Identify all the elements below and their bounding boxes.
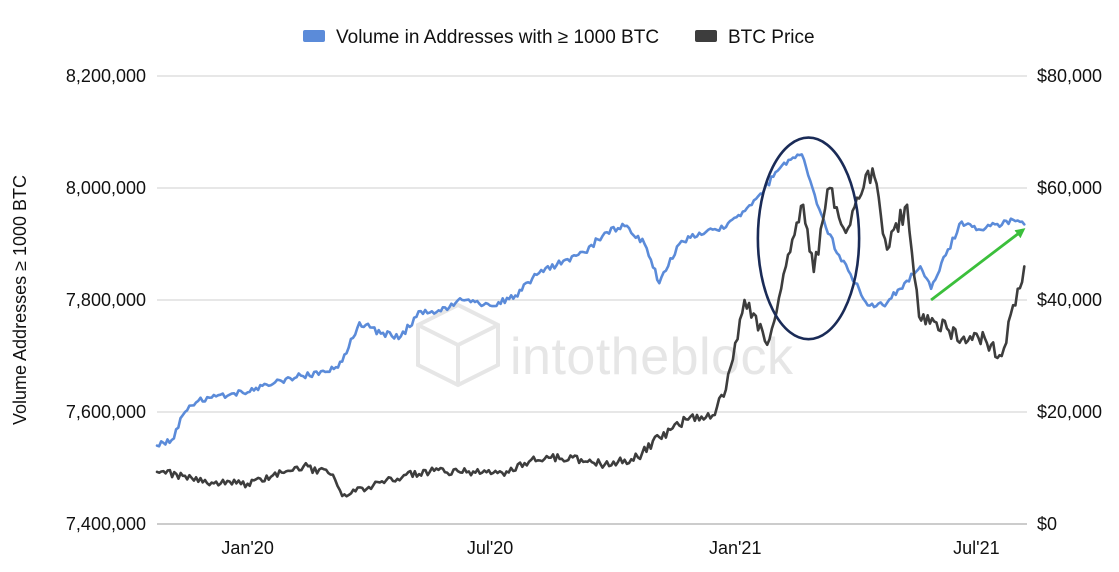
legend-label-volume: Volume in Addresses with ≥ 1000 BTC [336,27,659,48]
legend-swatch-volume [303,30,325,42]
y-right-tick-label: $0 [1037,514,1057,534]
series-line-volume [155,153,1026,448]
series-layer [155,153,1026,498]
y-left-tick-label: 7,800,000 [66,290,146,310]
series-line-btc-price [155,167,1026,498]
y-right-tick-label: $80,000 [1037,66,1102,86]
x-tick-label: Jan'20 [221,538,273,558]
watermark: intotheblock [416,302,794,388]
y-right-tick-label: $60,000 [1037,178,1102,198]
y-left-axis-title: Volume Addresses ≥ 1000 BTC [10,175,30,425]
y-left-tick-label: 8,200,000 [66,66,146,86]
highlight-ellipse [756,136,861,341]
y-right-tick-label: $20,000 [1037,402,1102,422]
gridlines [157,75,1027,525]
legend-item-price[interactable]: BTC Price [695,27,815,48]
legend-swatch-price [695,30,717,42]
x-tick-label: Jul'21 [953,538,999,558]
x-tick-label: Jul'20 [467,538,513,558]
y-left-tick-label: 7,600,000 [66,402,146,422]
legend-item-volume[interactable]: Volume in Addresses with ≥ 1000 BTC [303,27,659,48]
annotation-layer [756,136,1026,341]
watermark-logo-icon [416,302,500,388]
y-left-tick-label: 8,000,000 [66,178,146,198]
y-left-tick-label: 7,400,000 [66,514,146,534]
y-right-tick-label: $40,000 [1037,290,1102,310]
legend: Volume in Addresses with ≥ 1000 BTC BTC … [303,27,815,48]
legend-label-price: BTC Price [728,27,815,48]
axis-labels: 7,400,000 7,600,000 7,800,000 8,000,000 8,20… [66,66,1102,558]
trend-arrow [930,228,1026,302]
watermark-text: intotheblock [510,328,794,386]
x-tick-label: Jan'21 [709,538,761,558]
